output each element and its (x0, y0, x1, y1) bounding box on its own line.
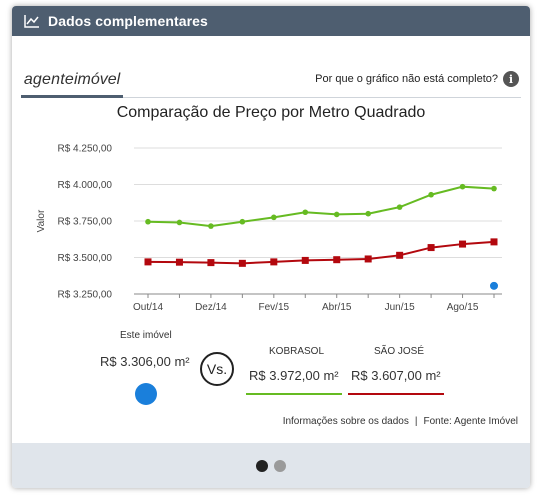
own-property-point (490, 281, 498, 290)
card-footer (12, 443, 530, 488)
sao-jose-point (238, 259, 246, 267)
kobrasol-point (145, 218, 151, 225)
kobrasol-point (365, 210, 371, 217)
sao-jose-label: SÃO JOSÉ (374, 346, 425, 357)
kobrasol-point (491, 185, 497, 192)
series-line-sao-jose (147, 240, 495, 265)
tab-agente-imovel[interactable]: agente imóvel (21, 64, 123, 98)
brand-name-part1: agente (23, 70, 74, 88)
sources-separator: | (414, 416, 418, 427)
own-property-marker (135, 383, 157, 405)
comparison-panel: Este imóvel R$ 3.306,00 m² Vs. KOBRASOL … (12, 320, 530, 420)
y-axis-title: Valor (36, 209, 47, 232)
versus-badge: Vs. (200, 352, 234, 386)
card-header: Dados complementares (12, 6, 530, 36)
y-tick-label: R$ 3.750,00 (58, 217, 113, 228)
help-link[interactable]: Por que o gráfico não está completo? i (315, 69, 519, 89)
sao-jose-point (396, 251, 404, 259)
kobrasol-point (176, 219, 183, 226)
help-link-text[interactable]: Por que o gráfico não está completo? (315, 73, 498, 85)
tab-bar: agente imóvel Por que o gráfico não está … (21, 64, 521, 98)
sao-jose-point (490, 238, 498, 246)
y-tick-label: R$ 4.250,00 (58, 144, 113, 155)
y-tick-label: R$ 3.250,00 (58, 290, 113, 301)
data-sources: Informações sobre os dados | Fonte: Agente… (283, 416, 518, 427)
kobrasol-label: KOBRASOL (269, 346, 325, 357)
chart-title: Comparação de Preço por Metro Quadrado (116, 104, 426, 121)
carousel-dot-1[interactable] (256, 459, 268, 472)
info-icon[interactable]: i (503, 71, 519, 87)
dados-complementares-card: Dados complementares agente imóvel Por qu… (12, 6, 530, 488)
y-tick-label: R$ 3.500,00 (58, 253, 113, 264)
x-tick-label: Abr/15 (322, 302, 352, 313)
carousel-dot-2[interactable] (274, 459, 286, 472)
kobrasol-point (239, 218, 246, 225)
card-title: Dados complementares (48, 13, 208, 29)
sao-jose-point (333, 256, 341, 264)
brand-name-part2: imóvel (73, 70, 121, 88)
sao-jose-point (301, 256, 309, 264)
x-tick-label: Jun/15 (385, 302, 415, 313)
data-source: Fonte: Agente Imóvel (423, 416, 518, 427)
kobrasol-point (271, 214, 277, 221)
line-chart-icon (24, 15, 39, 28)
y-tick-label: R$ 4.000,00 (58, 180, 113, 191)
sao-jose-point (144, 258, 152, 266)
data-info-link[interactable]: Informações sobre os dados (282, 416, 409, 427)
sao-jose-point (207, 259, 215, 267)
x-tick-label: Dez/14 (195, 302, 227, 313)
sao-jose-point (459, 240, 467, 248)
x-tick-label: Out/14 (133, 302, 163, 313)
x-tick-label: Ago/15 (447, 302, 479, 313)
own-property-value: R$ 3.306,00 m² (100, 354, 190, 369)
sao-jose-value: R$ 3.607,00 m² (351, 368, 441, 383)
kobrasol-value: R$ 3.972,00 m² (249, 368, 339, 383)
price-per-m2-chart: R$ 3.250,00 R$ 3.500,00 R$ 3.750,00 R$ 4.00… (36, 144, 502, 313)
own-property-label: Este imóvel (120, 330, 172, 341)
kobrasol-point (459, 183, 466, 190)
kobrasol-point (428, 191, 434, 198)
x-tick-label: Fev/15 (259, 302, 290, 313)
kobrasol-point (208, 223, 214, 229)
kobrasol-underline (246, 393, 342, 395)
sao-jose-point (270, 258, 278, 266)
kobrasol-point (396, 204, 403, 210)
kobrasol-point (333, 211, 340, 218)
kobrasol-point (302, 209, 309, 216)
sao-jose-point (427, 244, 435, 252)
sao-jose-point (364, 255, 372, 263)
sao-jose-point (175, 258, 183, 266)
series-line-kobrasol (147, 185, 495, 228)
sao-jose-underline (348, 393, 444, 395)
